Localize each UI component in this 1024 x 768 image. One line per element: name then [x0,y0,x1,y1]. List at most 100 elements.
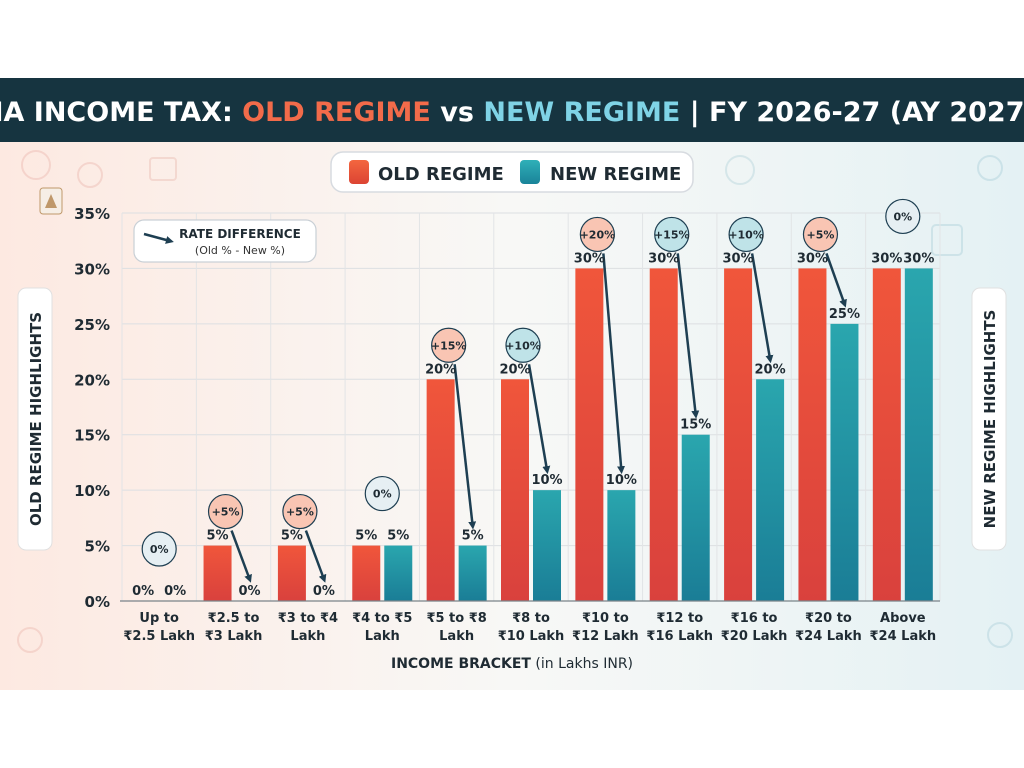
rate-difference-arrow [676,253,700,419]
rate-difference-value: 0% [893,210,912,223]
x-tick-label: ₹3 Lakh [205,629,263,644]
new-value-label: 10% [531,473,562,488]
old-value-label: 30% [723,251,754,266]
x-tick-label: Lakh [439,629,474,644]
rate-difference-badges: 0% +5% +5% 0% +15% +10% +20% +15% +10% +5% 0% [141,198,921,567]
x-tick-label: ₹24 Lakh [870,629,937,644]
old-value-label: 30% [871,251,902,266]
new-value-label: 5% [462,529,484,544]
page-title: INDIA INCOME TAX: OLD REGIME vs NEW REGI… [0,97,1024,128]
x-tick-label: ₹12 Lakh [572,629,639,644]
new-value-label: 0% [164,584,186,599]
rate-difference-arrow [453,364,477,530]
rate-difference-value: +20% [580,228,616,241]
old-regime-bar [277,545,306,601]
old-regime-bar [798,268,827,601]
x-tick-label: Up to [139,611,179,626]
rate-difference-badge [207,493,244,530]
x-tick-label: ₹20 Lakh [721,629,788,644]
x-tick-label: ₹10 to [582,611,629,626]
rate-difference-value: +5% [286,506,314,519]
new-value-label: 20% [755,362,786,377]
new-regime-bar [756,379,785,601]
calculator-icon [931,224,963,256]
x-tick-label: ₹16 to [731,611,778,626]
coin-icon [21,150,51,180]
rate-difference-value: +5% [807,228,835,241]
new-regime-bar [384,545,413,601]
old-value-label: 5% [207,529,229,544]
old-regime-bar [426,379,455,601]
new-value-label: 30% [903,251,934,266]
y-tick-label: 15% [74,427,110,445]
x-tick-label: ₹20 to [805,611,852,626]
rate-difference-value: +5% [212,506,240,519]
legend-old-swatch [349,160,369,184]
old-regime-bar [649,268,678,601]
new-regime-bar [681,434,710,601]
coin-icon [987,622,1013,648]
y-tick-label: 10% [74,482,110,500]
rate-difference-badge [431,327,467,363]
coin-icon [977,155,1003,181]
new-value-label: 0% [313,584,335,599]
old-value-label: 20% [425,362,456,377]
y-tick-label: 5% [85,538,110,556]
left-side-label: OLD REGIME HIGHLIGHTS [17,287,53,551]
y-axis-ticks: 0% 5% 10% 15% 20% 25% 30% 35% [74,205,110,611]
y-tick-label: 20% [74,371,110,389]
rate-difference-badge [505,327,541,363]
old-regime-bar [203,545,232,601]
new-regime-bar [533,490,561,601]
rate-difference-badge [654,216,690,253]
old-value-label: 30% [648,251,679,266]
y-tick-label: 25% [74,316,110,334]
rate-difference-legend: RATE DIFFERENCE (Old % - New %) [133,219,317,263]
old-regime-bar [352,545,381,601]
rate-difference-arrow [825,253,847,308]
rate-difference-badge [579,216,615,253]
x-tick-label: ₹8 to [512,611,550,626]
new-value-label: 10% [606,473,637,488]
rate-difference-arrow [750,253,774,364]
x-tick-label: ₹24 Lakh [795,629,862,644]
rate-difference-badge [282,493,318,530]
bar-value-labels: 0% 0% 5% 0% 5% 0% 5% 5% 20% 5% 20% 10% 30% 10% 30% 15% 3… [132,251,934,599]
x-tick-label: ₹12 to [656,611,703,626]
old-regime-bar [872,268,901,601]
right-side-label: NEW REGIME HIGHLIGHTS [971,287,1007,551]
wheel-icon [725,155,755,185]
x-tick-label: ₹3 to ₹4 [278,611,338,626]
rate-difference-badge [364,475,400,512]
y-tick-label: 35% [74,205,110,223]
old-value-label: 30% [574,251,605,266]
x-tick-label: Above [880,611,926,626]
y-tick-label: 0% [85,593,110,611]
header-bar [0,78,1024,142]
x-axis-title: INCOME BRACKET (in Lakhs INR) [391,656,633,672]
rate-difference-value: 0% [150,543,169,556]
rate-difference-arrow [602,253,626,475]
emblem-icon [39,187,63,215]
x-axis-ticks: Up to ₹2.5 Lakh ₹2.5 to ₹3 Lakh ₹3 to ₹4 Lakh… [123,611,936,644]
rate-difference-value: +10% [728,228,764,241]
old-regime-bar [724,268,753,601]
old-value-label: 20% [499,362,530,377]
rate-difference-badge [802,216,839,253]
old-value-label: 30% [797,251,828,266]
new-value-label: 0% [239,584,261,599]
old-regime-bar [575,268,604,601]
rate-difference-value: +15% [431,339,467,352]
x-tick-label: ₹5 to ₹8 [426,611,486,626]
document-icon [149,157,177,181]
rate-difference-badge [141,531,177,567]
left-side-text: OLD REGIME HIGHLIGHTS [27,312,45,526]
legend-old-label: OLD REGIME [378,164,504,185]
decorative-icons [17,150,1013,653]
right-side-text: NEW REGIME HIGHLIGHTS [981,310,999,529]
x-tick-label: ₹10 Lakh [498,629,565,644]
x-tick-label: ₹4 to ₹5 [352,611,412,626]
rate-difference-badge [885,198,921,235]
new-regime-bar [904,268,933,601]
